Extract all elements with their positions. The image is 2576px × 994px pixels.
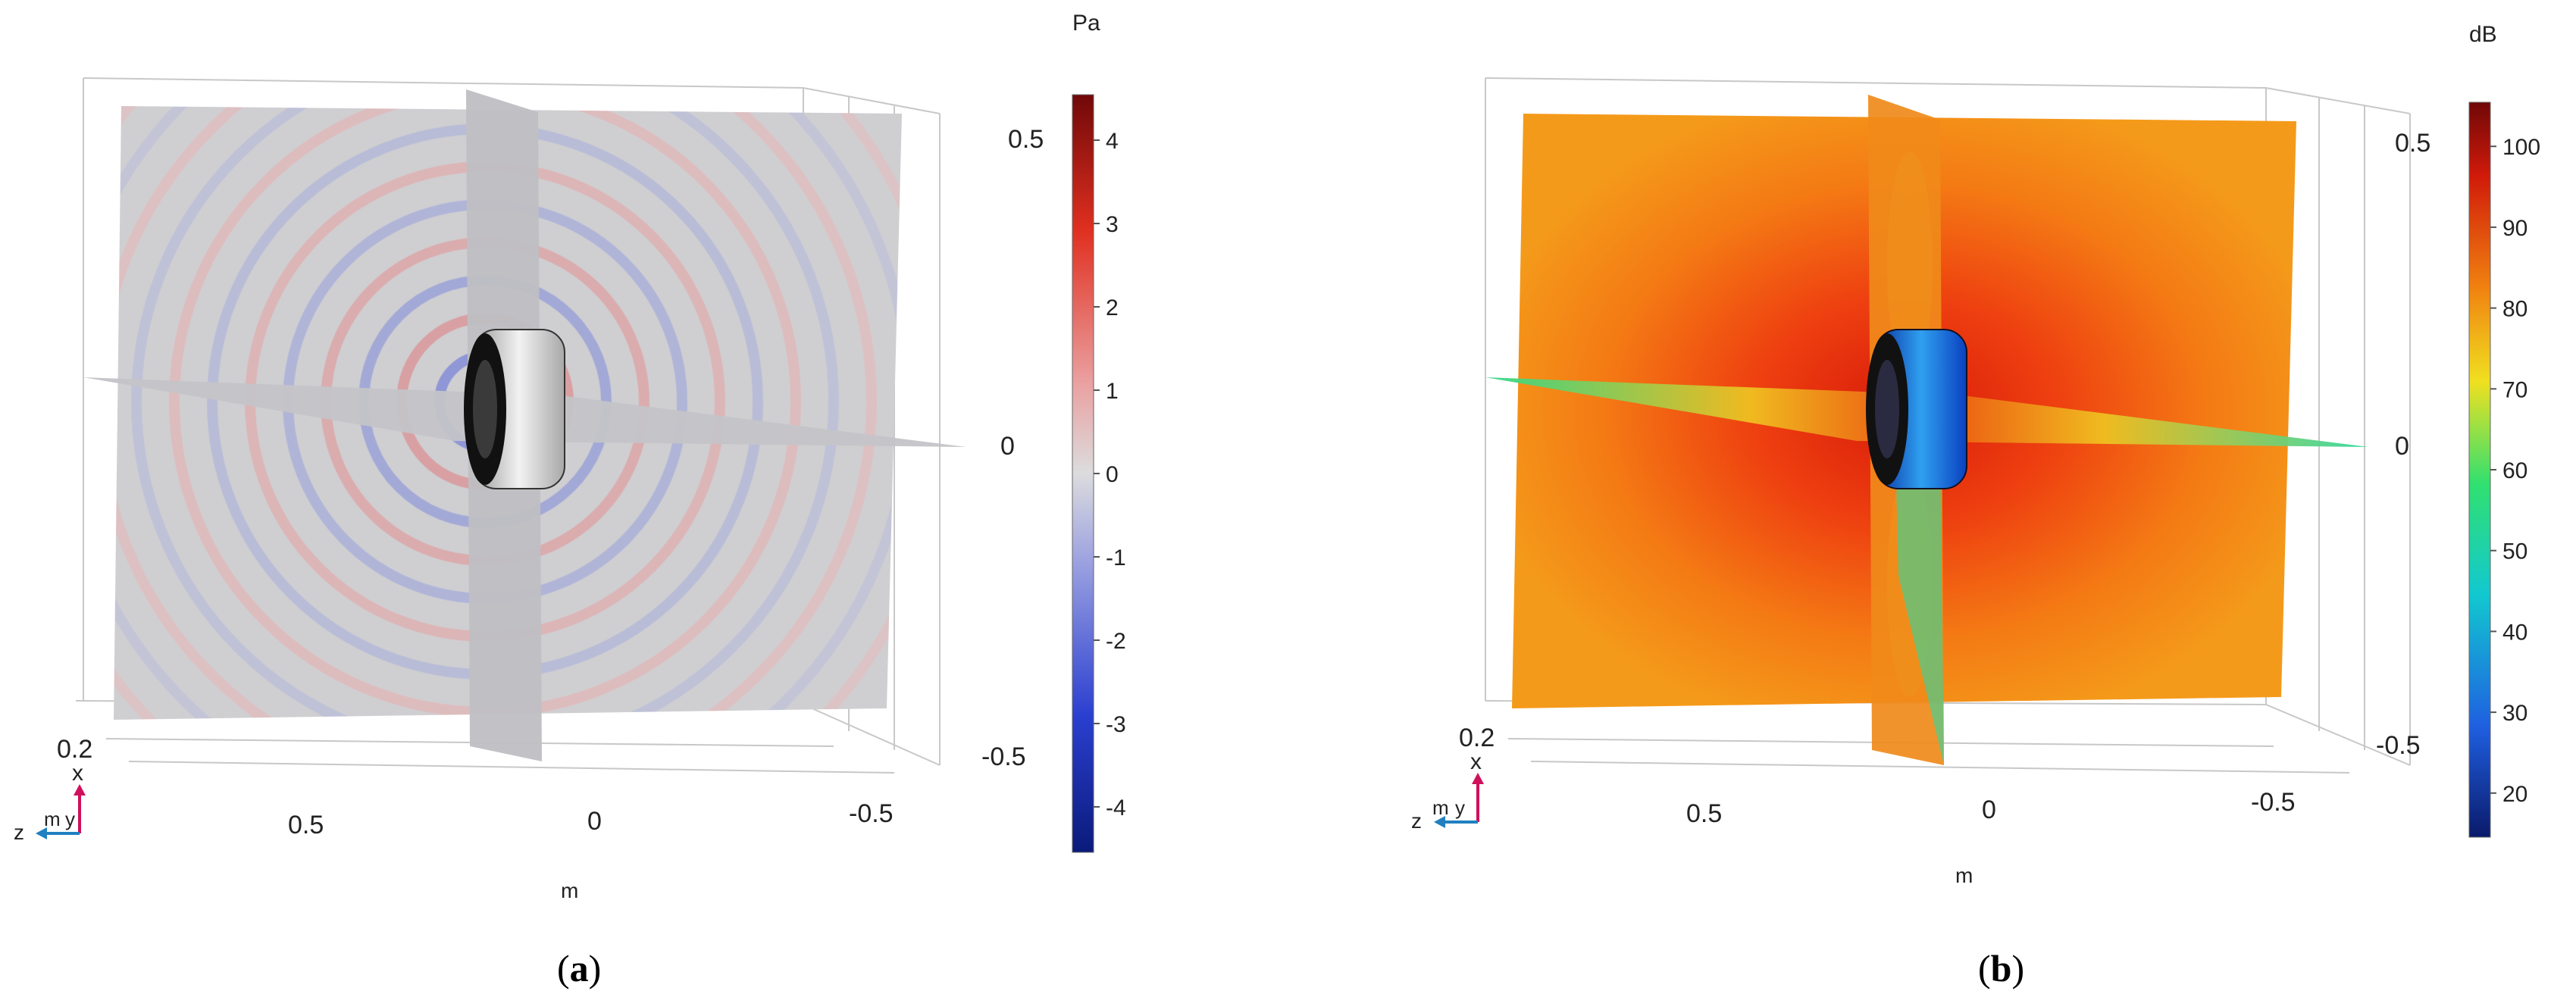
panel-b-horizontal-tick: 0.5	[1686, 799, 1722, 828]
colorbar-tick-label: 1	[1106, 379, 1119, 404]
panel-b-vertical-tick: 0	[2395, 432, 2409, 461]
panel-b-vertical-tick: 0.5	[2395, 129, 2430, 158]
colorbar-tick-label: 2	[1106, 295, 1119, 320]
colorbar-tick-label: 20	[2502, 782, 2527, 807]
panel-a: Pa 4 3 2 1 0 -1 -2 -3 -4 0.5 0 -0.5 0.5 0 -0.5 0…	[14, 11, 1126, 989]
colorbar-tick-label: -4	[1106, 796, 1126, 821]
panel-b-depth-tick: 0.2	[1459, 724, 1495, 752]
panel-a-speaker	[464, 329, 565, 489]
panel-a-caption-letter: a	[570, 947, 589, 989]
panel-a-triad-x: x	[72, 761, 83, 786]
panel-a-colorbar	[1072, 94, 1094, 853]
colorbar-tick-label: 50	[2502, 539, 2527, 564]
panel-a-caption: (a)	[557, 947, 601, 989]
panel-b-vertical-tick: -0.5	[2376, 731, 2421, 760]
panel-b-triad-y: y	[1455, 796, 1465, 819]
colorbar-tick-label: 100	[2502, 135, 2540, 160]
colorbar-tick-label: -1	[1106, 545, 1126, 570]
colorbar-tick-label: 3	[1106, 212, 1119, 237]
panel-a-vertical-tick: 0.5	[1008, 125, 1044, 154]
panel-b-triad-x: x	[1470, 749, 1482, 774]
panel-a-horizontal-tick: 0.5	[288, 811, 324, 839]
panel-a-vertical-tick: -0.5	[981, 742, 1026, 771]
panel-a-triad-m: m	[44, 808, 61, 830]
panel-b-speaker	[1866, 329, 1967, 489]
panel-a-triad-y: y	[65, 808, 75, 830]
panel-a-vertical-tick: 0	[1000, 432, 1015, 461]
panel-b-axis-triad: x z m y	[1411, 749, 1484, 833]
panel-b-caption-letter: b	[1991, 947, 2012, 989]
panel-a-horizontal-tick: -0.5	[849, 799, 894, 828]
colorbar-tick-label: -3	[1106, 712, 1126, 737]
panel-a-axis-triad: x z m y	[14, 761, 86, 844]
colorbar-tick-label: -2	[1106, 629, 1126, 654]
colorbar-tick-label: 90	[2502, 216, 2527, 241]
panel-b-axis-unit: m	[1955, 864, 1973, 887]
colorbar-tick-label: 30	[2502, 701, 2527, 726]
colorbar-tick-label: 4	[1106, 129, 1119, 154]
colorbar-tick-label: 0	[1106, 462, 1119, 487]
panel-b-horizontal-tick: -0.5	[2251, 788, 2296, 817]
panel-a-axis-unit: m	[561, 879, 578, 902]
panel-b-cross-plane-shade	[1895, 424, 1944, 765]
panel-b-colorbar-unit: dB	[2469, 22, 2497, 47]
colorbar-tick-label: 80	[2502, 297, 2527, 322]
colorbar-tick-label: 70	[2502, 377, 2527, 402]
panel-a-depth-tick: 0.2	[57, 735, 92, 764]
panel-b-horizontal-tick: 0	[1982, 796, 1996, 824]
panel-b-triad-z: z	[1411, 809, 1422, 833]
panel-a-colorbar-ticks: 4 3 2 1 0 -1 -2 -3 -4	[1094, 129, 1126, 821]
panel-b-colorbar-ticks: 100 90 80 70 60 50 40 30 20	[2490, 135, 2540, 807]
colorbar-tick-label: 60	[2502, 458, 2527, 483]
colorbar-tick-label: 40	[2502, 620, 2527, 645]
panel-b-colorbar	[2468, 102, 2491, 838]
panel-a-triad-z: z	[14, 821, 24, 844]
panel-a-colorbar-unit: Pa	[1072, 11, 1100, 36]
panel-b-triad-m: m	[1432, 796, 1449, 819]
panel-a-horizontal-tick: 0	[587, 807, 602, 836]
panel-b-caption: (b)	[1978, 947, 2024, 989]
